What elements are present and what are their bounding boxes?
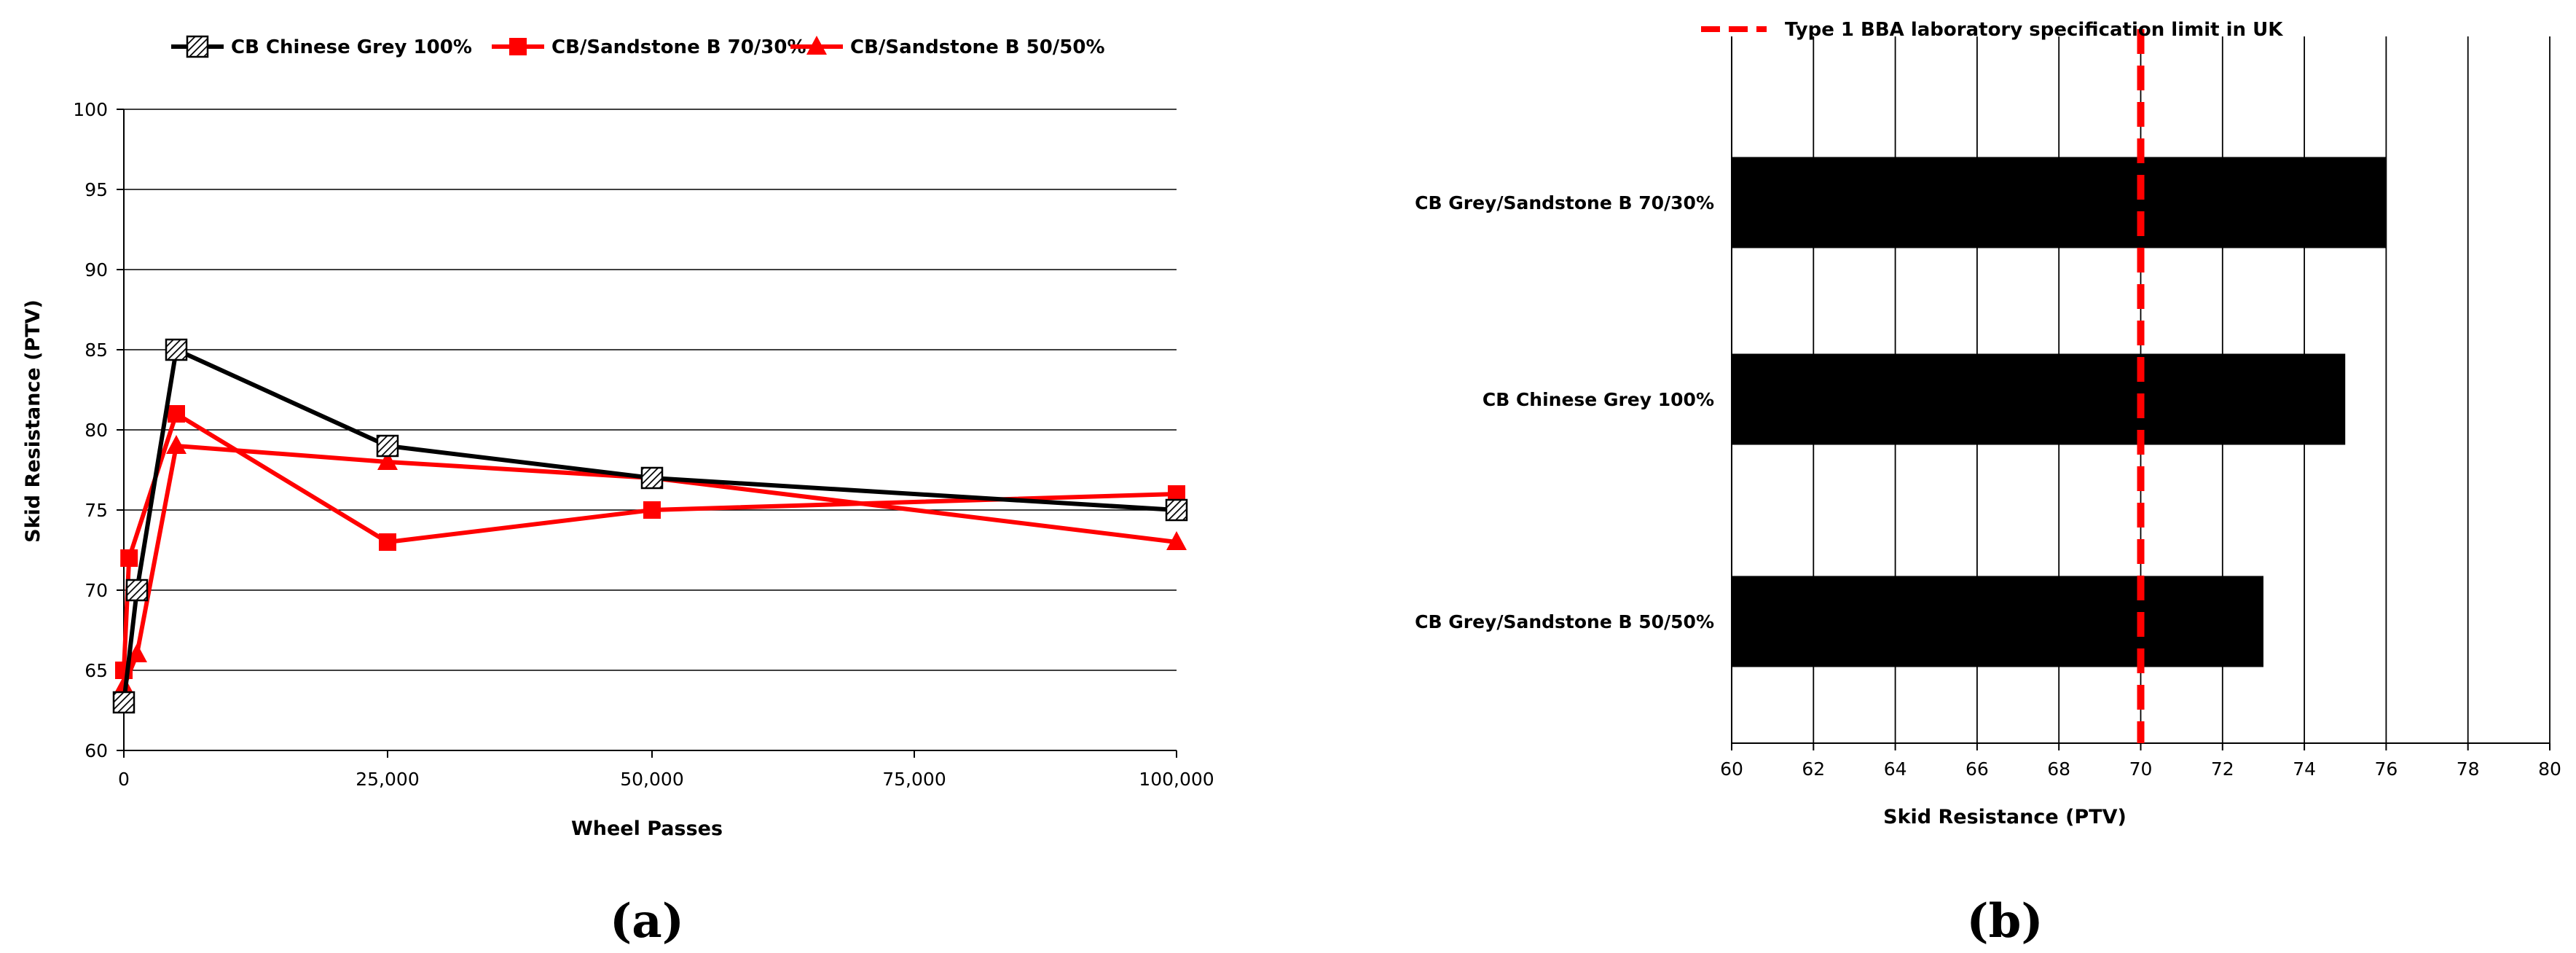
x-tick-label-100000: 100,000 [1139,769,1214,790]
data-point-cb-chinese-grey-100-5 [1165,498,1188,522]
x-tick-label-60: 60 [1720,758,1743,780]
legend-entry-reference-line: Type 1 BBA laboratory specification limi… [1701,19,2283,41]
y-tick-label-90: 90 [85,259,108,281]
legend-label-cb-sandstone-b-50-50: CB/Sandstone B 50/50% [850,36,1105,58]
x-tick-label-66: 66 [1966,758,1989,780]
x-tick-label-78: 78 [2457,758,2480,780]
y-axis-title: Skid Resistance (PTV) [22,299,44,543]
y-tick-label-70: 70 [85,580,108,601]
series-group [112,338,1188,714]
x-tick-label-76: 76 [2374,758,2398,780]
legend: Type 1 BBA laboratory specification limi… [1701,19,2283,41]
x-tick-label-70: 70 [2129,758,2153,780]
legend: CB Chinese Grey 100% CB/Sandstone B 70/30… [171,35,1105,58]
data-point-cb-sandstone-b-70-30-1 [120,549,138,567]
data-point-cb-chinese-grey-100-3 [376,434,399,458]
x-tick-label-74: 74 [2293,758,2316,780]
category-labels: CB Grey/Sandstone B 70/30% CB Chinese Gre… [1415,192,1714,632]
x-tick-label-62: 62 [1802,758,1825,780]
bar-cb-grey-sandstone-b-70-30 [1732,157,2387,248]
series-line-cb-chinese-grey-100 [122,348,1177,703]
y-tick-label-95: 95 [85,179,108,200]
data-point-cb-sandstone-b-50-50-5 [1166,531,1187,550]
data-point-cb-chinese-grey-100-1 [125,579,149,602]
legend-marker-cb-chinese-grey-100 [186,35,209,58]
y-tick-label-80: 80 [85,420,108,441]
x-tick-label-50000: 50,000 [620,769,683,790]
y-tick-label-100: 100 [73,99,108,120]
series-line-cb-sandstone-b-70-30 [122,412,1177,671]
x-axis-title: Wheel Passes [571,817,723,840]
bar-chart-panel-b: 60 62 64 66 68 70 72 74 76 78 80 CB Grey/Sandstone… [1415,19,2561,949]
category-label-cb-grey-sandstone-b-70-30: CB Grey/Sandstone B 70/30% [1415,192,1714,213]
data-point-cb-chinese-grey-100-4 [640,466,664,490]
x-tick-label-25000: 25,000 [356,769,419,790]
x-tick-label-68: 68 [2047,758,2070,780]
y-tick-label-85: 85 [85,340,108,361]
category-label-cb-chinese-grey-100: CB Chinese Grey 100% [1483,389,1714,410]
x-tick-label-64: 64 [1884,758,1907,780]
x-tick-label-0: 0 [118,769,130,790]
bars [1732,157,2387,667]
x-tick-labels: 0 25,000 50,000 75,000 100,000 [118,750,1214,790]
legend-marker-cb-sandstone-b-50-50 [806,36,827,55]
y-tick-labels: 60 65 70 75 80 85 90 95 100 [73,99,124,761]
panel-label-a: (a) [610,894,684,949]
y-tick-label-75: 75 [85,500,108,521]
data-point-cb-sandstone-b-70-30-3 [379,533,396,551]
x-axis-title: Skid Resistance (PTV) [1883,806,2127,828]
x-tick-label-72: 72 [2211,758,2234,780]
series-cb-sandstone-b-70-30 [115,405,1185,679]
bar-cb-chinese-grey-100 [1732,353,2346,445]
legend-entry-cb-sandstone-b-50-50: CB/Sandstone B 50/50% [790,36,1105,58]
y-tick-label-65: 65 [85,660,108,681]
data-point-cb-sandstone-b-70-30-4 [643,501,661,519]
data-point-cb-sandstone-b-50-50-1 [127,643,147,662]
data-point-cb-chinese-grey-100-2 [165,338,188,361]
bar-cb-grey-sandstone-b-50-50 [1732,576,2263,667]
data-point-cb-sandstone-b-70-30-2 [168,405,185,423]
legend-label-cb-chinese-grey-100: CB Chinese Grey 100% [231,36,472,58]
series-cb-chinese-grey-100 [112,338,1188,714]
x-tick-label-75000: 75,000 [882,769,946,790]
legend-entry-cb-chinese-grey-100: CB Chinese Grey 100% [171,35,472,58]
x-tick-labels: 60 62 64 66 68 70 72 74 76 78 80 [1720,743,2561,780]
data-point-cb-sandstone-b-50-50-3 [377,451,398,470]
x-tick-label-80: 80 [2538,758,2561,780]
data-point-cb-chinese-grey-100-0 [112,691,136,714]
panel-label-b: (b) [1966,894,2043,949]
line-chart-panel-a: 60 65 70 75 80 85 90 95 100 0 25,000 50,000 75,000 1… [22,35,1214,949]
data-point-cb-sandstone-b-50-50-2 [166,435,186,454]
y-gridlines [124,109,1177,751]
legend-entry-cb-sandstone-b-70-30: CB/Sandstone B 70/30% [492,36,806,58]
legend-label-cb-sandstone-b-70-30: CB/Sandstone B 70/30% [551,36,806,58]
category-label-cb-grey-sandstone-b-50-50: CB Grey/Sandstone B 50/50% [1415,611,1714,632]
y-tick-label-60: 60 [85,740,108,761]
legend-marker-cb-sandstone-b-70-30 [509,38,527,55]
legend-label-reference: Type 1 BBA laboratory specification limi… [1785,19,2283,41]
